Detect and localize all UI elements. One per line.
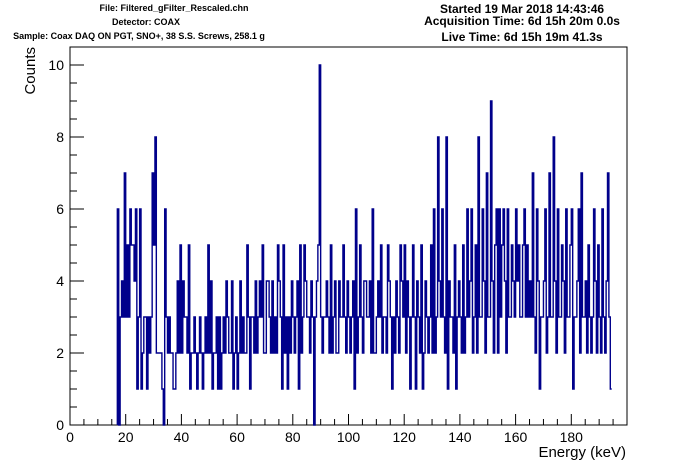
- x-tick-label: 80: [285, 429, 301, 445]
- header-detector: Detector: COAX: [112, 17, 180, 27]
- header-sample: Sample: Coax DAQ ON PGT, SNO+, 38 S.S. S…: [13, 31, 265, 41]
- y-tick-label: 6: [56, 201, 64, 217]
- x-tick-label: 40: [174, 429, 190, 445]
- header-started: Started 19 Mar 2018 14:43:46: [440, 2, 604, 16]
- x-tick-label: 180: [560, 429, 584, 445]
- x-tick-label: 160: [504, 429, 528, 445]
- x-axis-title: Energy (keV): [538, 444, 626, 461]
- x-tick-label: 0: [66, 429, 74, 445]
- y-tick-label: 10: [48, 57, 64, 73]
- header-acquisition-time: Acquisition Time: 6d 15h 20m 0.0s: [424, 14, 620, 28]
- x-tick-label: 140: [448, 429, 472, 445]
- x-tick-label: 100: [337, 429, 361, 445]
- spectrum-series-line: [116, 64, 612, 426]
- header-live-time: Live Time: 6d 15h 19m 41.3s: [441, 30, 603, 44]
- x-tick-label: 120: [393, 429, 417, 445]
- x-tick-label: 60: [229, 429, 245, 445]
- y-axis-title: Counts: [22, 47, 39, 95]
- y-tick-label: 8: [56, 129, 64, 145]
- axis-ticks: 0 20 40 60 80 100 120 140 160 180 0 2 4 6 8 10: [48, 46, 628, 445]
- y-tick-label: 2: [56, 345, 64, 361]
- y-tick-label: 4: [56, 273, 64, 289]
- x-tick-label: 20: [118, 429, 134, 445]
- header-file: File: Filtered_gFilter_Rescaled.chn: [99, 3, 248, 13]
- y-tick-label: 0: [56, 417, 64, 433]
